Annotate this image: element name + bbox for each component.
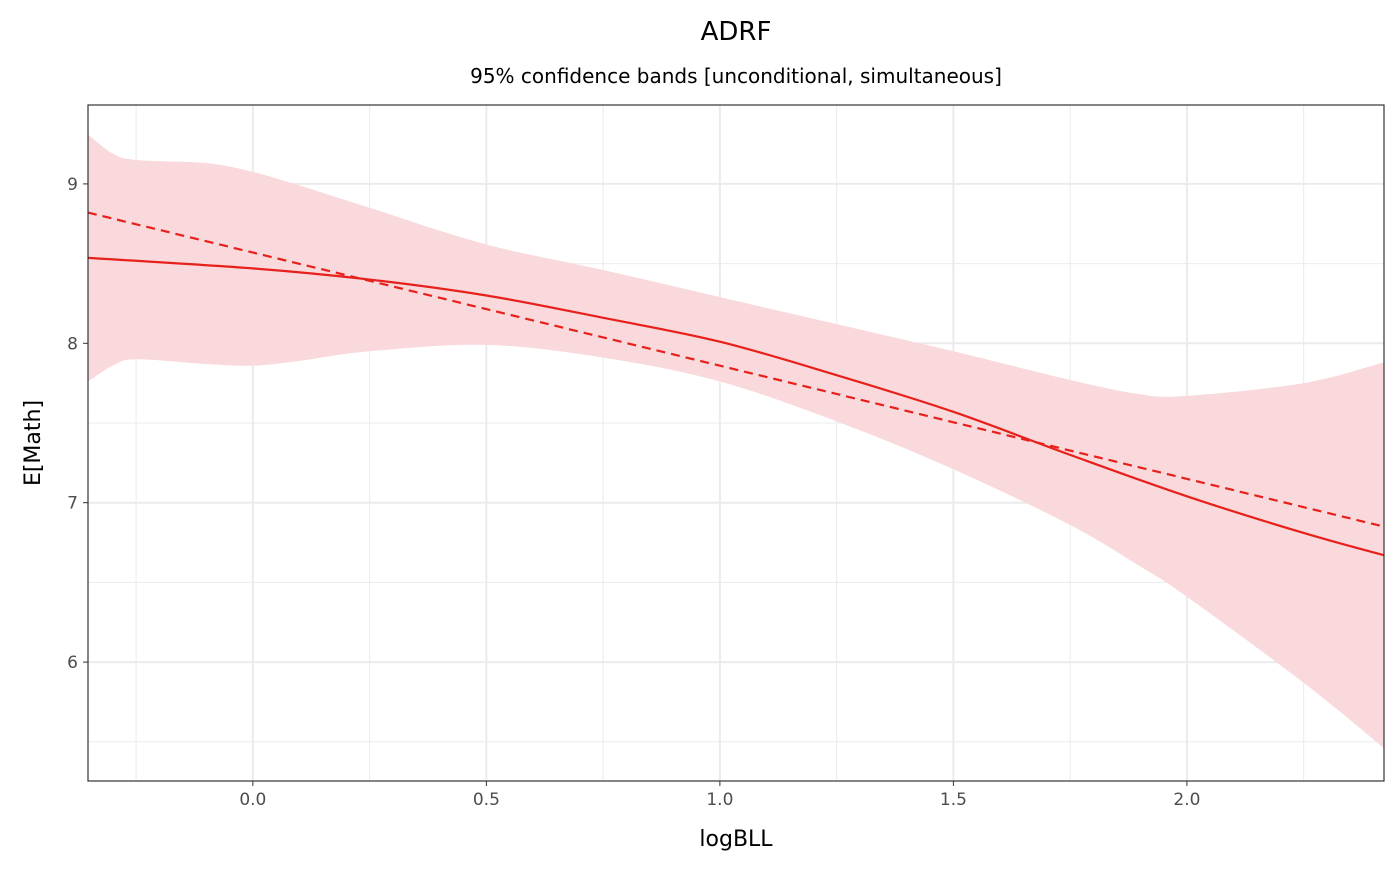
- confidence-band: [88, 134, 1384, 749]
- y-tick-label: 6: [67, 653, 78, 673]
- axis-ticks: 0.0 0.5 1.0 1.5 2.0 6 7 8 9: [67, 175, 1200, 810]
- estimate-line: [87, 256, 1385, 557]
- x-tick-label: 2.0: [1173, 790, 1200, 810]
- dashed-linear-line: [87, 211, 1385, 528]
- y-tick-label: 7: [67, 494, 78, 514]
- y-tick-label: 8: [67, 334, 78, 354]
- chart-subtitle: 95% confidence bands [unconditional, sim…: [470, 64, 1002, 88]
- x-tick-label: 1.5: [940, 790, 967, 810]
- chart-title: ADRF: [701, 17, 772, 47]
- series-lines: [87, 211, 1385, 557]
- y-axis-label: E[Math]: [21, 400, 46, 486]
- panel-border: [87, 104, 1385, 782]
- x-tick-label: 1.0: [706, 790, 733, 810]
- confidence-band-layer: [88, 134, 1384, 749]
- x-tick-label: 0.5: [473, 790, 500, 810]
- x-axis-label: logBLL: [699, 827, 773, 852]
- x-tick-label: 0.0: [239, 790, 266, 810]
- y-tick-label: 9: [67, 175, 78, 195]
